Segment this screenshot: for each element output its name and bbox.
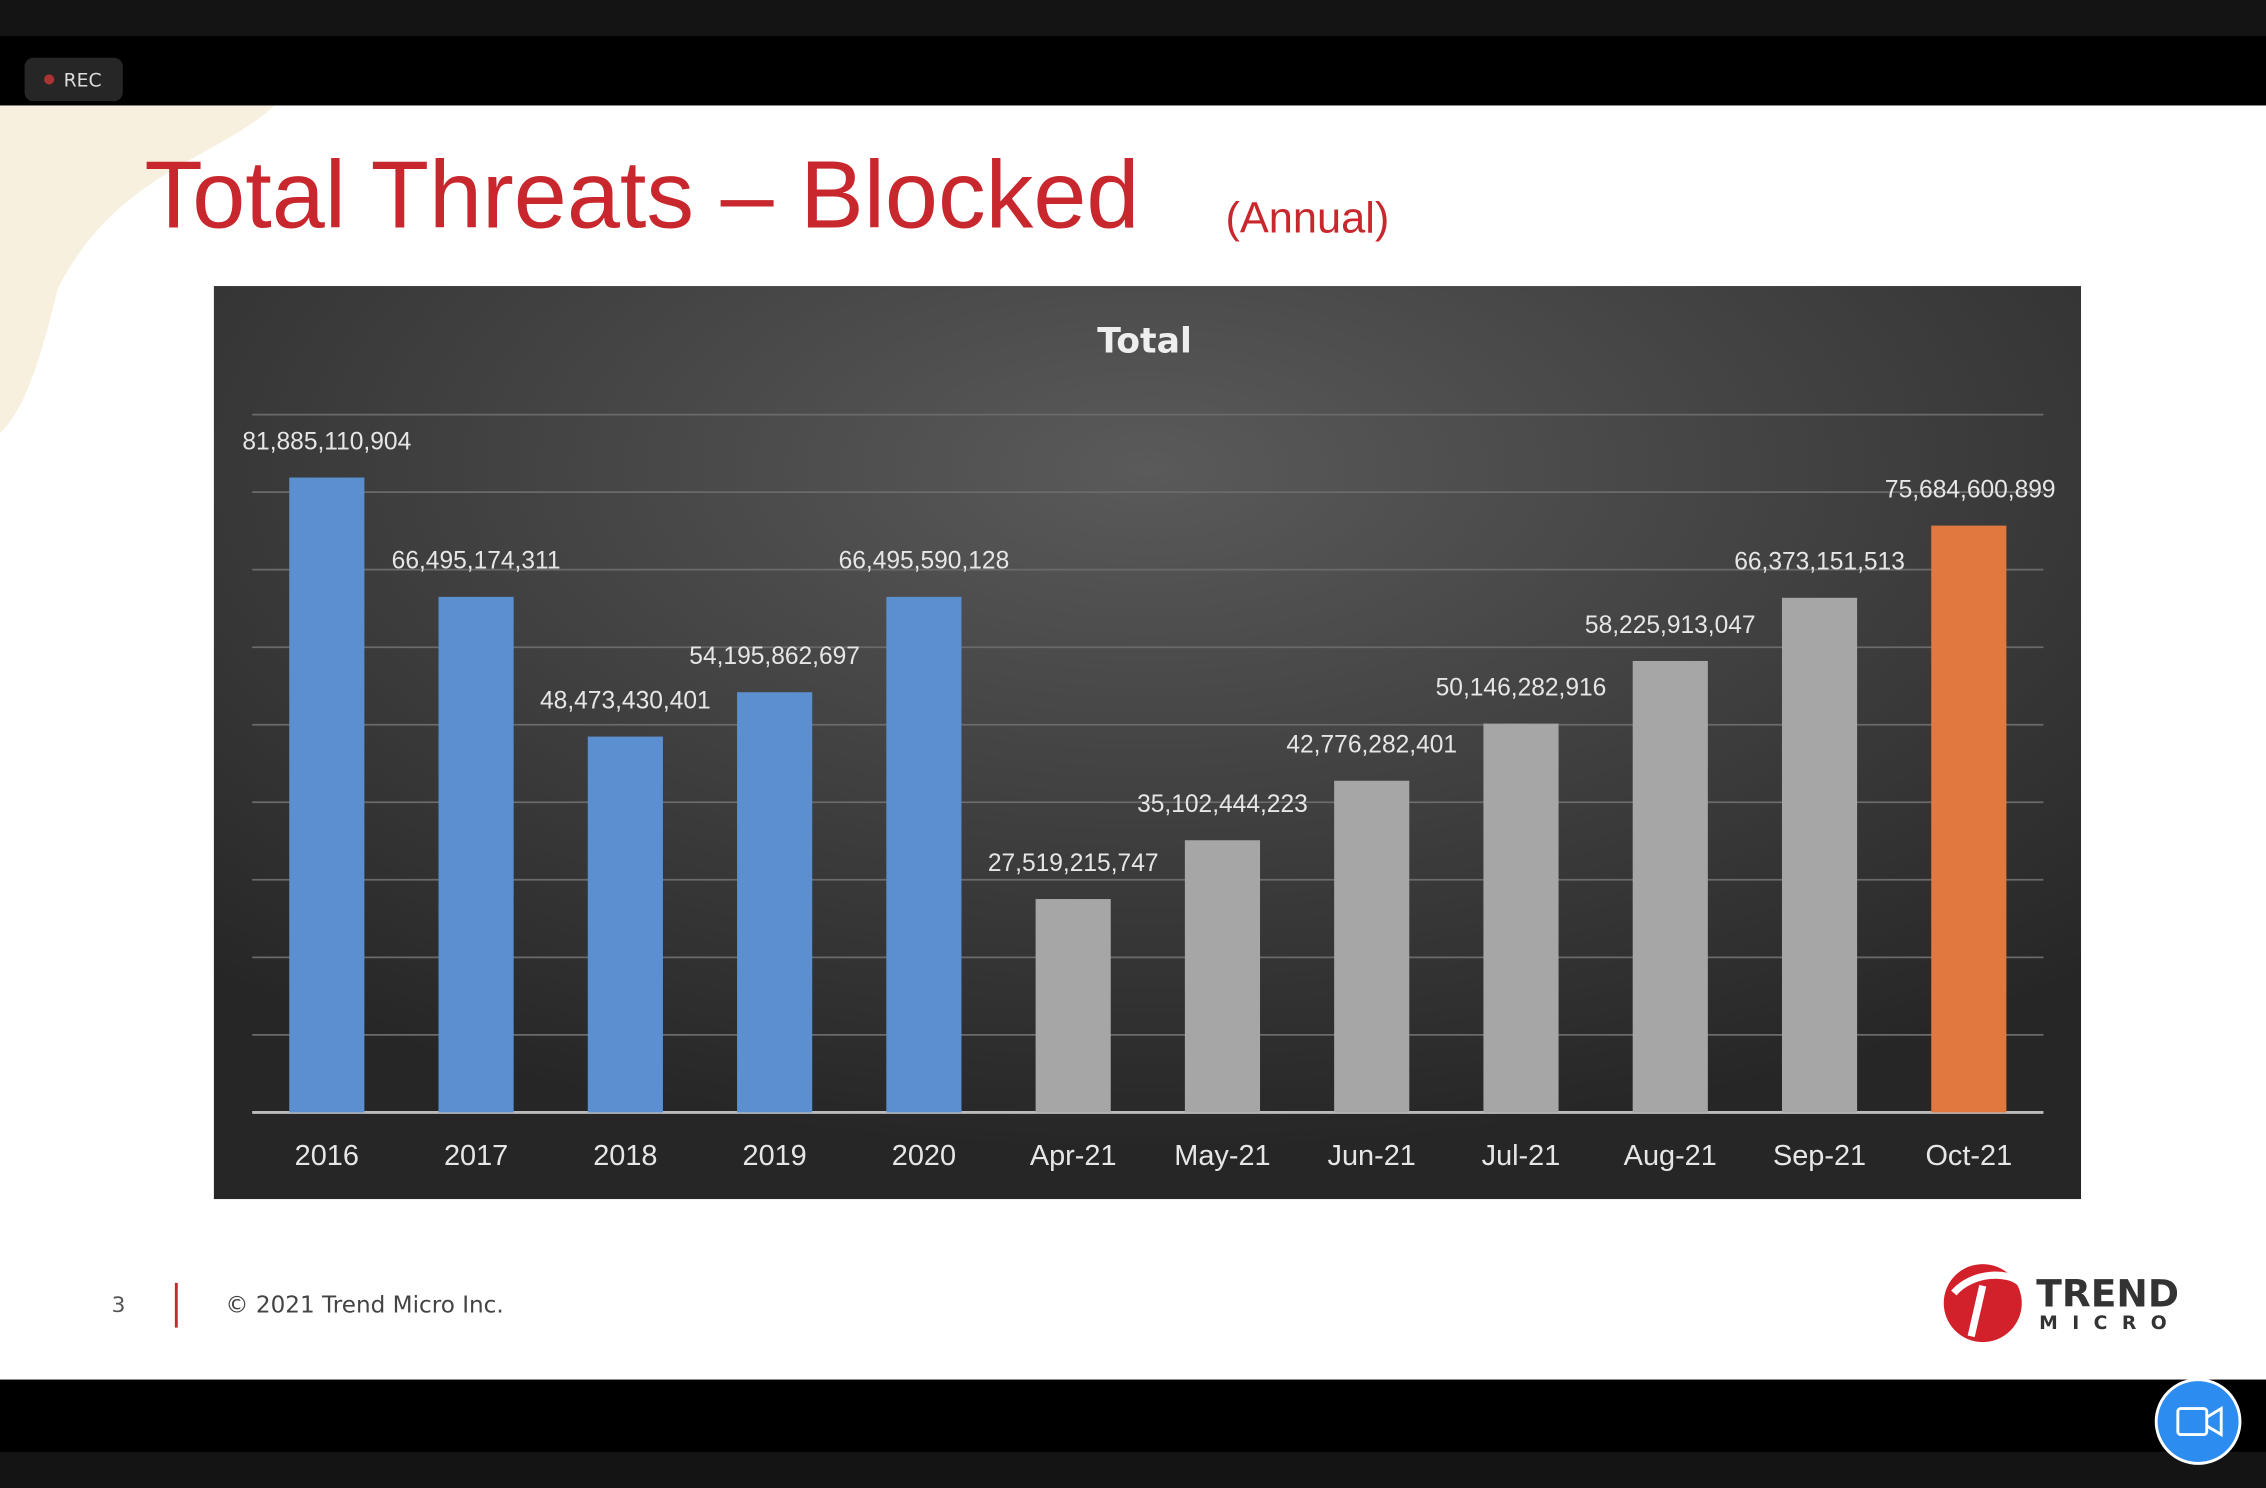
data-label: 35,102,444,223 (1137, 791, 1308, 818)
bar (587, 736, 663, 1113)
data-label: 81,885,110,904 (242, 428, 411, 455)
x-tick-label: 2016 (295, 1140, 359, 1172)
slide-subtitle: (Annual) (1225, 194, 1389, 242)
chart-title: Total (1097, 321, 1192, 361)
camera-icon (2176, 1407, 2209, 1436)
data-label: 66,495,590,128 (839, 548, 1010, 575)
x-tick-label: 2019 (743, 1140, 807, 1172)
page-number: 3 (112, 1293, 126, 1318)
data-label: 50,146,282,916 (1436, 674, 1607, 701)
data-label: 66,495,174,311 (392, 548, 561, 575)
camera-icon-lens (2206, 1405, 2223, 1438)
bar (886, 596, 962, 1113)
bar (1781, 597, 1858, 1113)
data-label: 48,473,430,401 (540, 687, 711, 714)
slide-title: Total Threats – Blocked (145, 142, 1140, 248)
data-label: 58,225,913,047 (1585, 612, 1756, 639)
data-label: 27,519,215,747 (988, 850, 1159, 877)
bar (1483, 723, 1559, 1113)
top-bar (0, 0, 2266, 37)
rec-indicator: REC (24, 57, 123, 102)
copyright: © 2021 Trend Micro Inc. (225, 1292, 503, 1318)
x-tick-label: May-21 (1174, 1140, 1270, 1172)
bar (737, 692, 813, 1113)
header-bar (0, 36, 2266, 106)
chart-area (213, 286, 2082, 1200)
data-label: 42,776,282,401 (1286, 732, 1457, 759)
bar (1632, 660, 1708, 1113)
bar (1931, 525, 2007, 1113)
rec-pill (24, 57, 123, 102)
x-tick-label: 2020 (892, 1140, 956, 1172)
data-label: 54,195,862,697 (689, 643, 860, 670)
x-tick-label: 2017 (444, 1140, 508, 1172)
bar (438, 596, 514, 1113)
x-tick-label: Sep-21 (1773, 1140, 1866, 1172)
data-label: 66,373,151,513 (1734, 549, 1905, 576)
bar (289, 477, 365, 1113)
data-label: 75,684,600,899 (1885, 476, 2056, 503)
camera-button[interactable] (2154, 1378, 2242, 1465)
rec-label: REC (64, 70, 102, 91)
x-tick-label: Apr-21 (1030, 1140, 1117, 1172)
rec-dot (44, 74, 55, 85)
logo: TREND MICRO (1943, 1264, 2181, 1343)
bar (1184, 840, 1261, 1113)
x-tick-label: Aug-21 (1624, 1140, 1717, 1172)
x-tick-label: Jun-21 (1328, 1140, 1416, 1172)
camera-button-bg[interactable] (2154, 1378, 2242, 1465)
slide-decoration (0, 105, 275, 434)
x-tick-label: Jul-21 (1482, 1140, 1561, 1172)
x-tick-label: Oct-21 (1925, 1140, 2012, 1172)
plot: 2016 81,885,110,904 2017 66,495,174,311 2018… (242, 413, 2056, 1172)
logo-swoosh (1951, 1271, 2023, 1338)
bottom-bar (0, 1451, 2266, 1488)
logo-top: TREND (2036, 1271, 2179, 1315)
bar (1035, 899, 1111, 1113)
bar (1334, 780, 1410, 1113)
x-tick-label: 2018 (593, 1140, 657, 1172)
logo-bottom: MICRO (2039, 1313, 2181, 1334)
footer-bar (0, 1379, 2266, 1452)
